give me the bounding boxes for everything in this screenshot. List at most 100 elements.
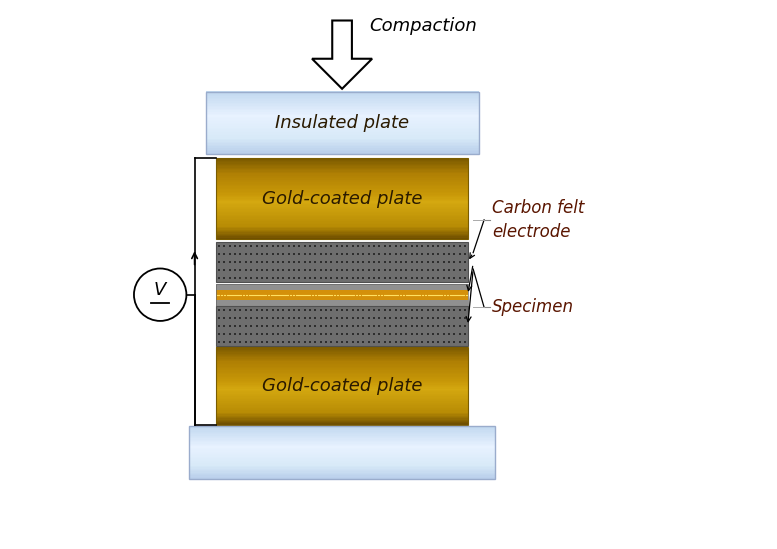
Bar [217,394,468,396]
Bar [217,216,468,217]
Bar [217,401,468,403]
Bar [189,458,495,460]
Bar [205,104,479,105]
Bar [217,199,468,201]
Bar [217,402,468,404]
Bar [217,347,468,425]
Bar [217,205,468,206]
Bar [217,221,468,223]
Bar [205,117,479,120]
Bar [217,378,468,379]
Bar [189,455,495,457]
Bar [217,219,468,220]
Bar [205,146,479,148]
Bar [217,410,468,412]
Bar [217,202,468,204]
Bar [217,159,468,161]
Bar [189,471,495,473]
Bar [205,139,479,142]
Bar [217,376,468,378]
Bar [217,349,468,351]
Bar [217,374,468,376]
Bar [217,187,468,189]
Bar [217,223,468,226]
Text: V: V [154,281,166,299]
Bar [217,197,468,199]
Bar [189,476,495,478]
Bar [217,356,468,357]
Bar [205,128,479,131]
Bar [217,382,468,383]
Bar [189,435,495,437]
Bar [217,393,468,395]
Bar [205,133,479,136]
Bar [217,176,468,178]
Bar [217,237,468,239]
Bar [217,372,468,374]
Bar [217,368,468,371]
Bar [189,444,495,446]
Bar [217,346,468,349]
Bar [217,353,468,355]
Bar [217,388,468,390]
Bar [189,430,495,432]
Bar [205,102,479,104]
Bar [217,389,468,391]
Bar [217,194,468,196]
Bar [189,463,495,465]
Bar [217,367,468,369]
Bar [217,214,468,216]
Bar [205,141,479,143]
Bar [205,143,479,145]
Bar [217,399,468,400]
Bar [189,438,495,440]
Bar [217,357,468,359]
Bar [217,171,468,173]
Bar [217,175,468,177]
Bar [217,390,468,393]
Bar [217,397,468,399]
Bar [205,119,479,121]
Bar [217,236,468,238]
Bar [217,360,468,361]
Bar [217,166,468,167]
Bar [217,182,468,184]
Bar [217,396,468,397]
Bar [217,421,468,422]
Bar [217,209,468,211]
Bar [205,113,479,115]
Bar [189,431,495,433]
Bar [217,350,468,352]
Text: Gold-coated plate: Gold-coated plate [262,189,423,208]
Bar [189,433,495,434]
Bar [217,206,468,208]
Bar [217,412,468,414]
Bar [205,107,479,109]
Bar [217,183,468,185]
Bar [205,97,479,99]
Bar [205,124,479,126]
Bar [217,167,468,169]
Bar [217,405,468,407]
Text: Insulated plate: Insulated plate [275,114,409,132]
Bar [189,443,495,445]
Bar [205,130,479,132]
Bar [205,138,479,140]
Bar [217,370,468,372]
Bar [217,163,468,165]
Bar [217,300,468,306]
Bar [205,150,479,153]
Bar [217,379,468,381]
Bar [217,365,468,367]
Bar [189,462,495,463]
Bar [217,414,468,416]
Bar [189,439,495,441]
Bar [217,354,468,356]
Bar [217,164,468,166]
Bar [217,222,468,224]
Bar [205,148,479,150]
Bar [205,92,479,154]
Bar [217,385,468,387]
Bar [217,392,468,394]
Bar [205,108,479,110]
